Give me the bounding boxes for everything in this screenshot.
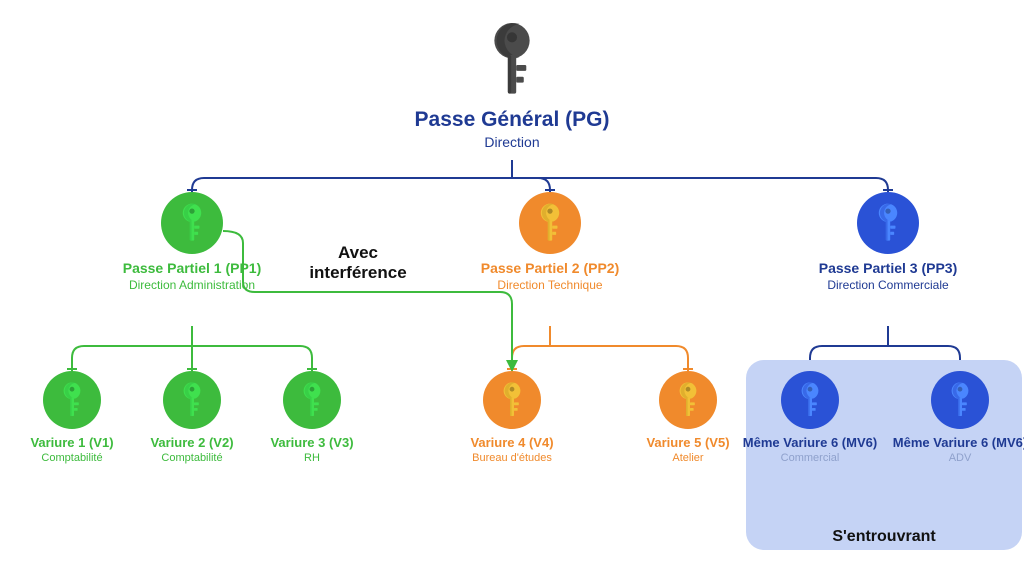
node-title-root: Passe Général (PG) [382,108,642,132]
node-circle-v1 [43,371,101,429]
node-subtitle-root: Direction [382,134,642,150]
node-subtitle-mv6b: ADV [880,452,1024,464]
interference-label-2: interférence [288,263,428,283]
node-circle-v5 [659,371,717,429]
node-circle-mv6a [781,371,839,429]
node-circle-v4 [483,371,541,429]
node-title-pp3: Passe Partiel 3 (PP3) [808,260,968,276]
node-circle-pp2 [519,192,581,254]
node-pp2: Passe Partiel 2 (PP2) Direction Technique [470,192,630,292]
node-title-v4: Variure 4 (V4) [432,435,592,450]
node-mv6b: Même Variure 6 (MV6) ADV [880,371,1024,464]
node-mv6a: Même Variure 6 (MV6) Commercial [730,371,890,464]
node-title-v3: Variure 3 (V3) [232,435,392,450]
node-title-pp1: Passe Partiel 1 (PP1) [112,260,272,276]
node-circle-pp1 [161,192,223,254]
node-subtitle-v3: RH [232,452,392,464]
node-subtitle-mv6a: Commercial [730,452,890,464]
node-title-pp2: Passe Partiel 2 (PP2) [470,260,630,276]
node-subtitle-pp2: Direction Technique [470,278,630,292]
key-icon-root [470,18,554,102]
node-subtitle-pp1: Direction Administration [112,278,272,292]
node-root: Passe Général (PG) Direction [382,18,642,150]
group-box-label: S'entrouvrant [804,528,964,546]
node-circle-v2 [163,371,221,429]
node-v3: Variure 3 (V3) RH [232,371,392,464]
node-title-mv6a: Même Variure 6 (MV6) [730,435,890,450]
node-subtitle-pp3: Direction Commerciale [808,278,968,292]
interference-label-1: Avec [288,243,428,263]
node-subtitle-v4: Bureau d'études [432,452,592,464]
node-circle-mv6b [931,371,989,429]
node-pp1: Passe Partiel 1 (PP1) Direction Administr… [112,192,272,292]
node-v4: Variure 4 (V4) Bureau d'études [432,371,592,464]
node-circle-pp3 [857,192,919,254]
node-pp3: Passe Partiel 3 (PP3) Direction Commercia… [808,192,968,292]
node-title-mv6b: Même Variure 6 (MV6) [880,435,1024,450]
node-circle-v3 [283,371,341,429]
